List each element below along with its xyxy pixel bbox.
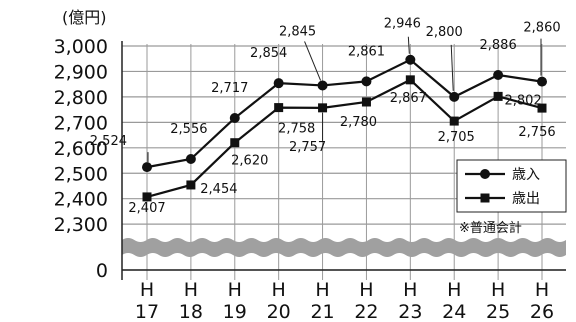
legend-label-1: 歳出 [512, 191, 540, 207]
legend-marker-1 [480, 193, 490, 203]
data-label-0-7: 2,800 [426, 25, 463, 40]
legend-box [456, 159, 567, 213]
point-1-6 [405, 75, 415, 85]
data-labels: 2,524 2,556 2,717 2,854 2,845 2,861 2,946 2,800… [90, 17, 561, 216]
point-1-3 [274, 103, 284, 113]
point-1-9 [537, 103, 547, 113]
point-1-0 [142, 192, 152, 202]
x-tick-year-6: 23 [398, 301, 422, 322]
y-tick-1: 2,900 [54, 61, 108, 83]
point-0-6 [405, 54, 416, 65]
y-unit-label: (億円) [62, 8, 107, 27]
x-tick-year-7: 24 [442, 301, 466, 322]
point-0-7 [449, 91, 460, 102]
x-tick-year-3: 20 [267, 301, 291, 322]
axis-break-wave [122, 238, 566, 257]
legend-marker-0 [480, 169, 490, 179]
note-text: ※普通会計 [459, 220, 522, 236]
data-label-1-8: 2,802 [505, 93, 542, 108]
axis-break-band [122, 238, 566, 257]
point-0-8 [493, 70, 504, 81]
point-0-9 [537, 76, 547, 87]
data-label-0-6: 2,946 [384, 17, 421, 32]
x-tick-era-0: H [140, 279, 154, 301]
y-tick-6: 2,400 [54, 189, 108, 211]
x-tick-year-8: 25 [486, 301, 510, 322]
point-1-7 [449, 116, 459, 126]
data-label-1-0: 2,407 [128, 201, 165, 216]
point-1-4 [318, 103, 328, 113]
x-tick-year-9: 26 [530, 301, 554, 322]
y-tick-0: 3,000 [54, 36, 108, 58]
x-tick-era-2: H [228, 279, 242, 301]
point-1-1 [186, 180, 196, 190]
data-label-1-7: 2,705 [438, 130, 475, 145]
x-tick-era-8: H [491, 279, 505, 301]
x-tick-era-5: H [359, 279, 373, 301]
point-0-3 [273, 78, 284, 89]
y-tick-8: 0 [96, 260, 108, 282]
leader-0-4 [304, 41, 322, 81]
point-1-2 [230, 138, 240, 148]
x-tick-year-5: 22 [354, 301, 378, 322]
x-tick-year-0: 17 [135, 301, 159, 322]
data-label-0-0: 2,524 [90, 134, 127, 149]
point-1-8 [493, 91, 503, 101]
series-lines [142, 54, 547, 202]
x-tick-era-1: H [184, 279, 198, 301]
data-label-0-4: 2,845 [279, 24, 316, 39]
x-tick-era-4: H [315, 279, 329, 301]
axes [121, 41, 566, 280]
legend-label-0: 歳入 [512, 167, 540, 183]
x-tick-era-9: H [535, 279, 549, 301]
y-tick-2: 2,800 [54, 87, 108, 109]
x-tick-era-6: H [403, 279, 417, 301]
data-label-0-2: 2,717 [211, 81, 248, 96]
x-tick-year-1: 18 [179, 301, 203, 322]
y-tick-5: 2,500 [54, 163, 108, 185]
data-label-1-2: 2,620 [231, 154, 268, 169]
x-tick-year-2: 19 [223, 301, 247, 322]
data-label-0-5: 2,861 [348, 44, 385, 59]
x-tick-era-7: H [447, 279, 461, 301]
data-label-1-6: 2,867 [390, 91, 427, 106]
data-label-0-9: 2,860 [523, 21, 560, 36]
data-label-1-4: 2,757 [289, 140, 326, 155]
point-0-1 [185, 153, 196, 164]
y-tick-3: 2,700 [54, 112, 108, 134]
point-0-5 [361, 76, 372, 87]
x-tick-year-4: 21 [310, 301, 334, 322]
data-label-1-1: 2,454 [200, 182, 237, 197]
y-tick-labels: 3,000 2,900 2,800 2,700 2,600 2,500 2,400 2,300… [54, 36, 108, 282]
data-label-0-3: 2,854 [250, 46, 287, 61]
data-label-1-3: 2,758 [278, 122, 315, 137]
y-tick-7: 2,300 [54, 214, 108, 236]
point-1-5 [361, 97, 371, 107]
series-line-0 [146, 58, 543, 169]
data-label-0-8: 2,886 [480, 38, 517, 53]
point-0-0 [142, 162, 152, 173]
data-label-1-9: 2,756 [518, 125, 555, 140]
point-0-4 [317, 80, 328, 91]
leader-0-7 [450, 44, 454, 91]
data-label-1-5: 2,780 [340, 115, 377, 130]
x-tick-era-3: H [272, 279, 286, 301]
y-tick-4: 2,600 [54, 138, 108, 160]
point-0-2 [229, 113, 240, 124]
data-label-0-1: 2,556 [170, 122, 207, 137]
series-line-1 [146, 78, 543, 198]
leader-0-6 [407, 36, 410, 54]
